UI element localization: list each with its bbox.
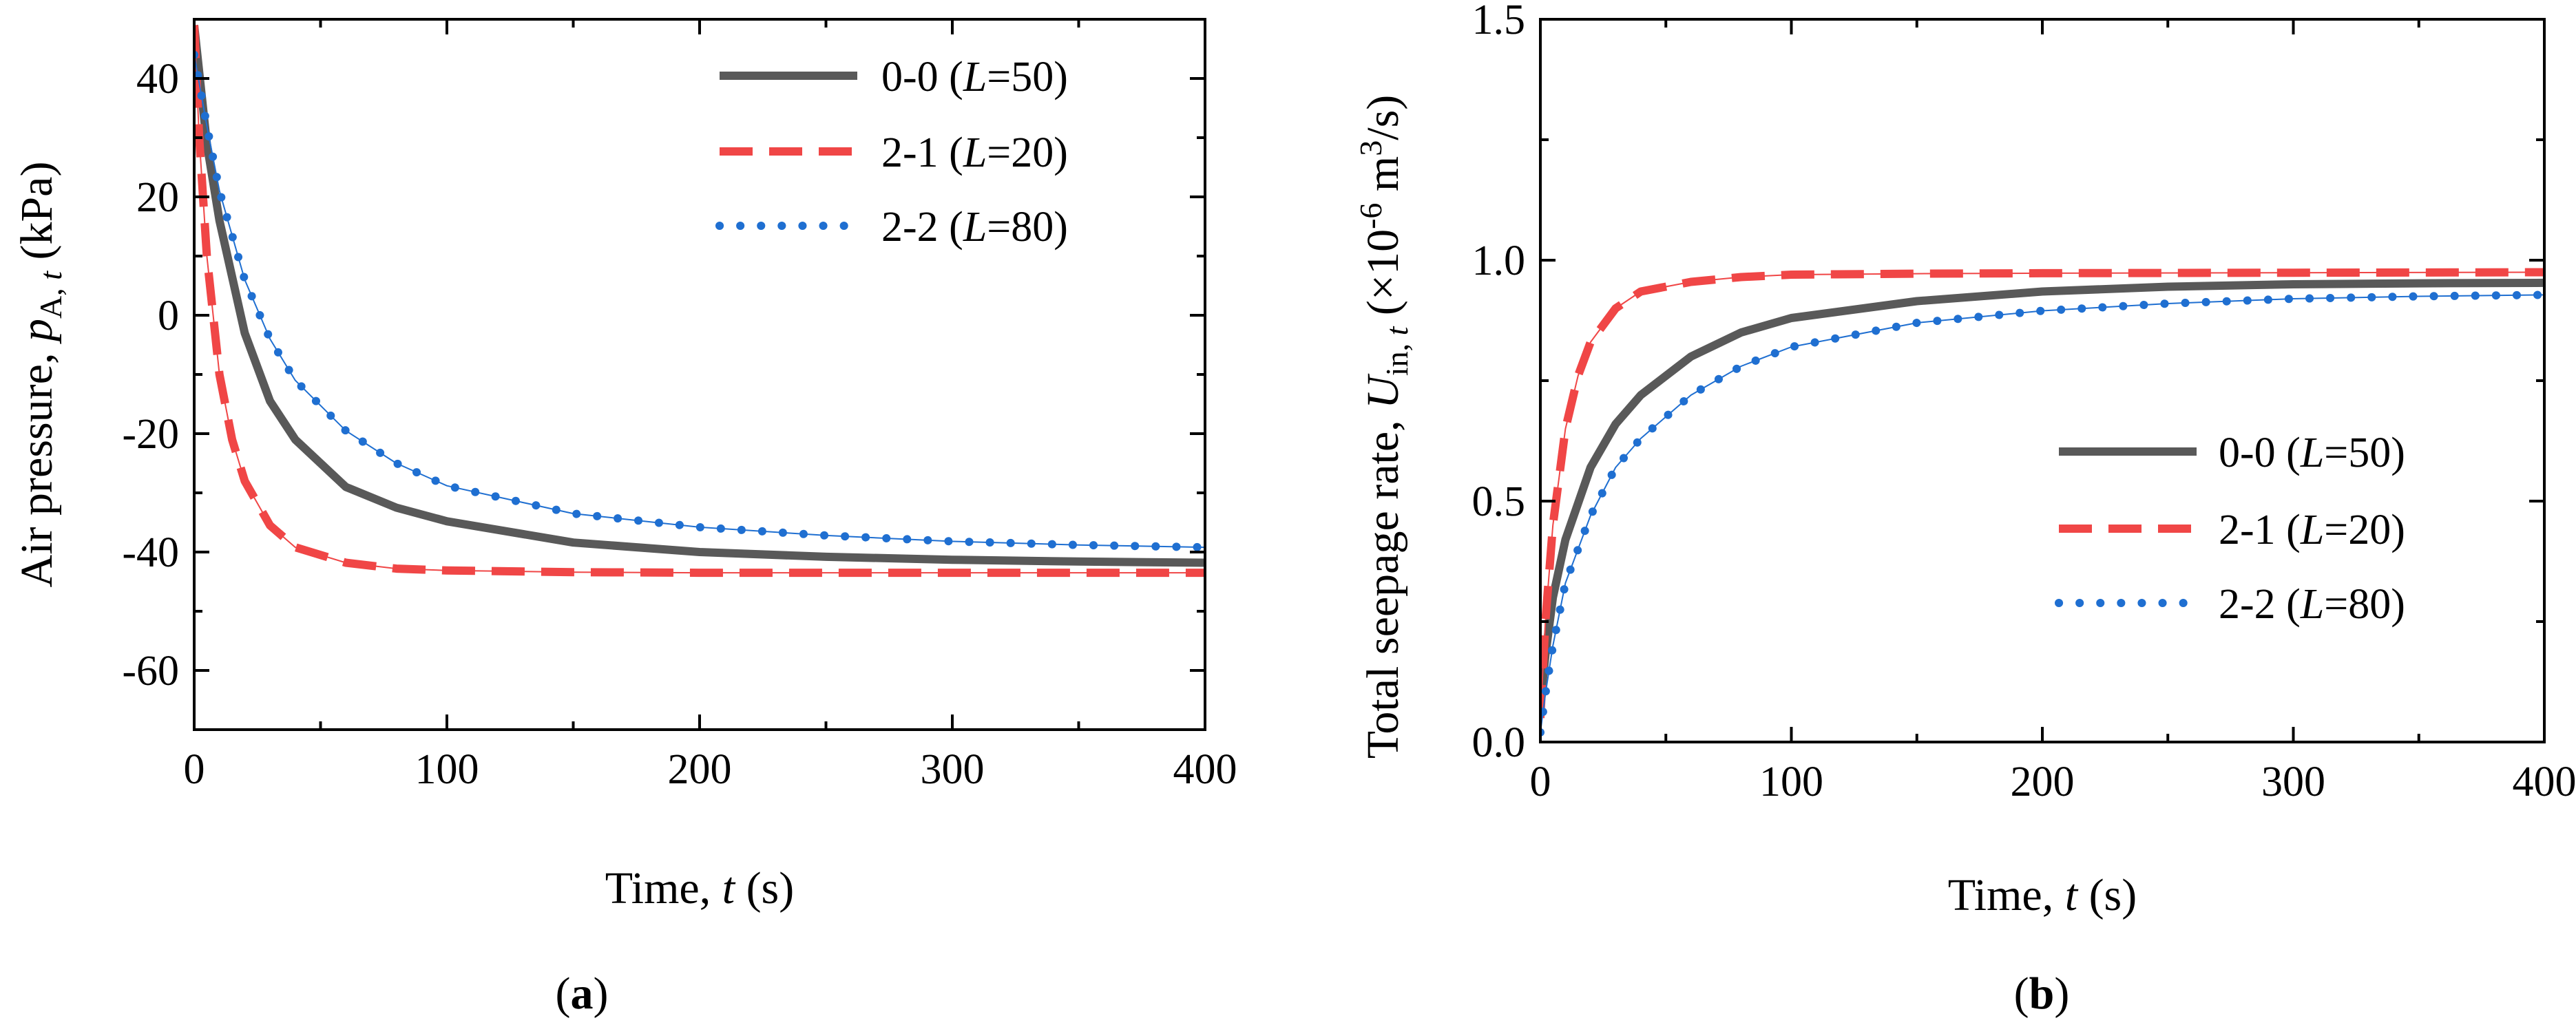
panel-a-ytick-label: -60 (122, 648, 179, 695)
panel-a-legend-item-0-0: 0-0 (L=50) (720, 54, 1068, 100)
panel-b-series-2-2 (1540, 290, 2544, 737)
panel-b-ticks (1539, 18, 2546, 743)
panel-b-legend-item-2-1: 2-1 (L=20) (2059, 507, 2405, 553)
panel-b-legend-item-2-2: 2-2 (L=80) (2055, 581, 2405, 628)
panel-b-ylabel: Total seepage rate, Uin, t (×10-6 m3/s) (1353, 95, 1414, 759)
panel-b-xlabel: Time, t (s) (1948, 870, 2137, 920)
panel-b-xtick-label: 200 (2011, 759, 2075, 805)
panel-a-legend-L-2-1: 20 (1011, 129, 1054, 176)
panel-a-ytick-label: -20 (122, 411, 179, 458)
panel-b-xtick-label: 100 (1759, 759, 1823, 805)
panel-b-series-2-1 (1540, 268, 2544, 719)
panel-a-series-2-2 (194, 50, 1205, 552)
panel-b-legend-label-0-0: 0-0 (L=50) (2219, 430, 2405, 476)
panel-b-legend-label-2-1: 2-1 (L=20) (2219, 507, 2405, 553)
panel-b-xtick-label: 300 (2261, 759, 2325, 805)
panel-a-legend: 0-0 (L=50) 2-1 (L=20) 2-2 (L=80) (715, 54, 1068, 251)
panel-b-legend: 0-0 (L=50) 2-1 (L=20) 2-2 (L=80) (2055, 430, 2405, 628)
panel-a-xtick-label: 200 (668, 746, 732, 793)
panel-b-xtick-label: 0 (1530, 759, 1551, 805)
panel-a-ylabel: Air pressure, pA, t (kPa) (12, 162, 68, 588)
panel-a-series-2-2-guide (194, 54, 1205, 549)
panel-b-ytick-label: 1.5 (1472, 0, 1526, 43)
panel-a-legend-L-2-2: 80 (1011, 204, 1054, 251)
panel-a-legend-id-2-2: 2-2 (881, 204, 939, 251)
panel-a-ticks (193, 18, 1206, 731)
panel-b-label: (b) (2014, 968, 2070, 1019)
panel-a-ytick-label: 0 (158, 293, 179, 339)
panel-a-xtick-label: 0 (184, 746, 205, 793)
panel-b-legend-id-0-0: 0-0 (2219, 430, 2276, 476)
panel-a-plot-frame (193, 18, 1206, 731)
panel-b: 0 100 200 300 400 0.0 0.5 1.0 1.5 Time, t (s) To… (1353, 0, 2576, 1019)
panel-a-series-2-1 (194, 25, 1205, 578)
panel-b-label-letter: b (2029, 968, 2055, 1019)
panel-a-series-0-0 (194, 24, 1205, 567)
panel-a-xtick-label: 400 (1173, 746, 1237, 793)
panel-a-legend-item-2-2: 2-2 (L=80) (715, 204, 1068, 251)
panel-a-series (194, 24, 1205, 578)
panel-b-tick-labels: 0 100 200 300 400 0.0 0.5 1.0 1.5 (1472, 0, 2576, 805)
panel-b-legend-id-2-2: 2-2 (2219, 581, 2276, 628)
panel-b-legend-item-0-0: 0-0 (L=50) (2059, 430, 2405, 476)
panel-a-legend-L-0-0: 50 (1011, 54, 1054, 100)
panel-b-ytick-label: 0.5 (1472, 478, 1526, 525)
panel-b-legend-L-2-1: 20 (2348, 507, 2391, 553)
panel-a-legend-id-2-1: 2-1 (881, 129, 939, 176)
panel-b-xtick-label: 400 (2513, 759, 2576, 805)
panel-b-legend-L-0-0: 50 (2348, 430, 2391, 476)
panel-a-ytick-label: -40 (122, 529, 179, 576)
panel-a-legend-id-0-0: 0-0 (881, 54, 939, 100)
panel-b-ytick-label: 1.0 (1472, 237, 1526, 284)
panel-b-legend-L-2-2: 80 (2348, 581, 2391, 628)
panel-a-legend-label-2-1: 2-1 (L=20) (881, 129, 1068, 176)
panel-b-series-0-0 (1540, 278, 2544, 704)
panel-b-legend-label-2-2: 2-2 (L=80) (2219, 581, 2405, 628)
panel-a-label-letter: a (571, 968, 594, 1019)
panel-a-legend-label-0-0: 0-0 (L=50) (881, 54, 1068, 100)
panel-a-xlabel: Time, t (s) (605, 863, 794, 913)
panel-b-series (1540, 268, 2544, 737)
panel-a-xtick-label: 100 (415, 746, 479, 793)
panel-a-legend-label-2-2: 2-2 (L=80) (881, 204, 1068, 251)
panel-b-series-2-1-guide (1540, 271, 2544, 719)
panel-b-legend-id-2-1: 2-1 (2219, 507, 2276, 553)
panel-a-ytick-label: 20 (136, 174, 179, 221)
panel-b-ytick-label: 0.0 (1472, 719, 1526, 766)
panel-a-tick-labels: 0 100 200 300 400 -60 -40 -20 0 20 40 (122, 56, 1237, 793)
panel-a-ytick-label: 40 (136, 56, 179, 103)
panel-a-xtick-label: 300 (921, 746, 985, 793)
panel-b-plot-frame (1539, 18, 2546, 743)
panel-b-series-0-0-guide (1540, 282, 2544, 704)
panel-a-legend-item-2-1: 2-1 (L=20) (720, 129, 1068, 176)
panel-a-label: (a) (556, 968, 609, 1019)
